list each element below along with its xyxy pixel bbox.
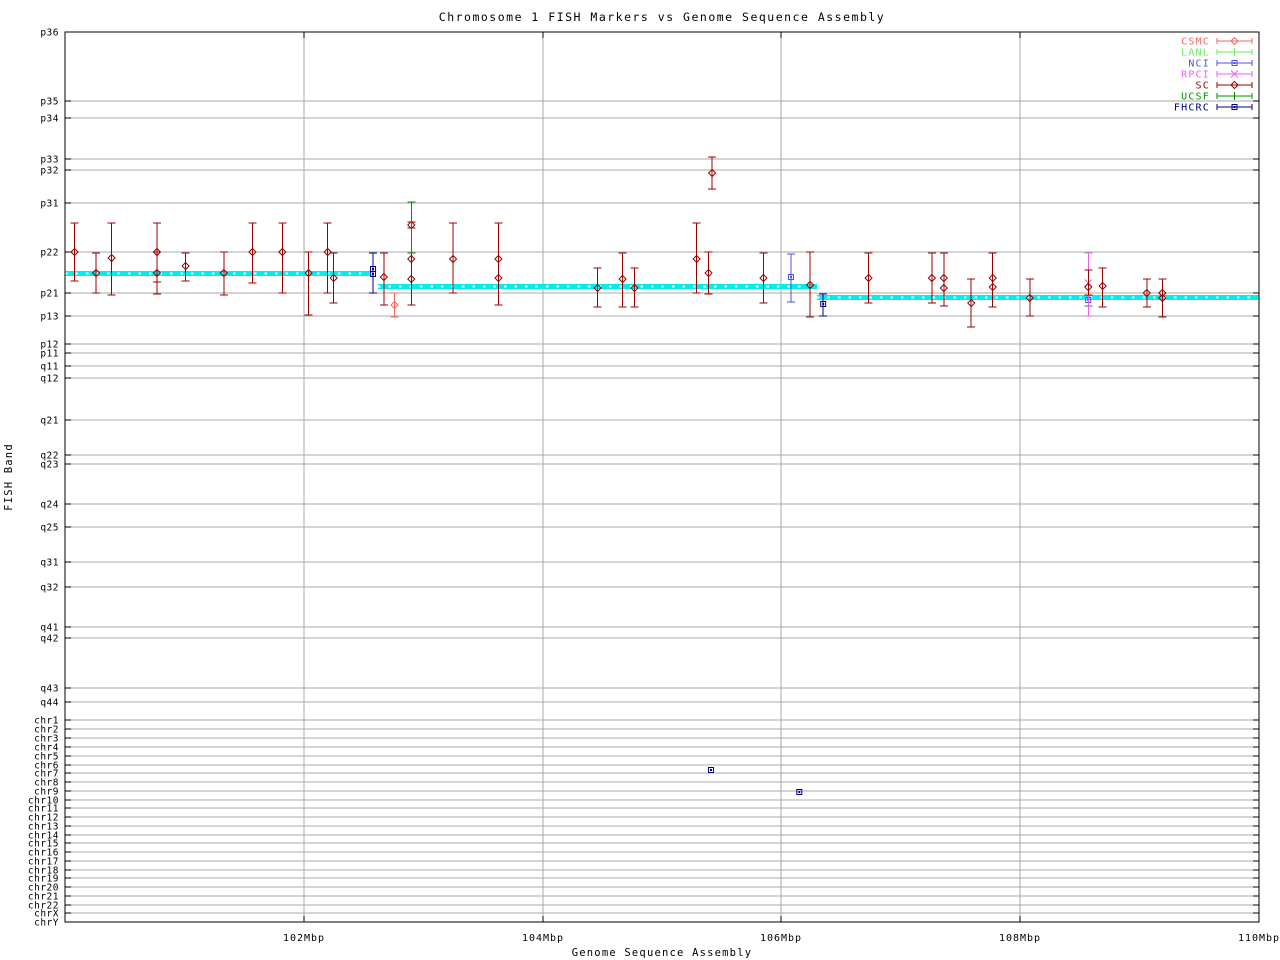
svg-text:UCSF: UCSF [1181, 92, 1210, 103]
svg-text:chr20: chr20 [28, 883, 59, 894]
svg-text:CSMC: CSMC [1181, 37, 1210, 48]
legend-entry-SC: SC [1196, 81, 1253, 92]
legend-entry-FHCRC: FHCRC [1174, 103, 1253, 114]
series-CSMC [390, 292, 399, 318]
axes: 102Mbp 104Mbp 106Mbp 108Mbp 110Mbp p36 p35 p34 p… [28, 28, 1280, 945]
svg-text:108Mbp: 108Mbp [999, 933, 1041, 944]
svg-text:q42: q42 [40, 634, 59, 645]
svg-text:chr10: chr10 [28, 796, 59, 807]
svg-text:chr5: chr5 [34, 752, 59, 763]
svg-text:q41: q41 [40, 623, 59, 634]
svg-text:chr4: chr4 [34, 743, 59, 754]
series-UCSF [407, 201, 416, 254]
svg-text:q44: q44 [40, 698, 59, 709]
svg-text:q43: q43 [40, 684, 59, 695]
svg-text:chr11: chr11 [28, 804, 59, 815]
svg-text:RPCI: RPCI [1181, 70, 1210, 81]
svg-text:chrY: chrY [34, 918, 59, 929]
svg-text:q23: q23 [40, 460, 59, 471]
svg-text:p32: p32 [40, 166, 59, 177]
legend-entry-CSMC: CSMC [1181, 37, 1253, 48]
svg-text:chr18: chr18 [28, 866, 59, 877]
legend-entry-UCSF: UCSF [1181, 92, 1253, 103]
svg-text:p34: p34 [40, 114, 59, 125]
legend-entry-LANL: LANL [1181, 48, 1253, 59]
svg-text:p12: p12 [40, 340, 59, 351]
svg-text:q11: q11 [40, 362, 59, 373]
svg-text:FHCRC: FHCRC [1174, 103, 1210, 114]
svg-text:NCI: NCI [1188, 59, 1210, 70]
svg-text:q22: q22 [40, 451, 59, 462]
svg-text:chr1: chr1 [34, 716, 59, 727]
svg-text:p22: p22 [40, 248, 59, 259]
svg-text:chr2: chr2 [34, 725, 59, 736]
gridlines [65, 32, 1259, 922]
series-FHCRC [369, 252, 828, 795]
svg-text:chr21: chr21 [28, 892, 59, 903]
x-axis-label: Genome Sequence Assembly [571, 947, 753, 959]
svg-text:chr17: chr17 [28, 857, 59, 868]
y-axis-label: FISH Band [3, 443, 15, 511]
svg-text:chrX: chrX [34, 909, 59, 920]
svg-text:p13: p13 [40, 312, 59, 323]
legend-entry-NCI: NCI [1188, 59, 1253, 70]
series-SC [70, 156, 1167, 328]
svg-text:q32: q32 [40, 583, 59, 594]
svg-text:chr16: chr16 [28, 848, 59, 859]
svg-text:chr6: chr6 [34, 761, 59, 772]
svg-text:p33: p33 [40, 155, 59, 166]
svg-text:q21: q21 [40, 416, 59, 427]
svg-text:p35: p35 [40, 97, 59, 108]
svg-text:p21: p21 [40, 289, 59, 300]
svg-text:chr8: chr8 [34, 778, 59, 789]
svg-text:chr7: chr7 [34, 769, 59, 780]
svg-text:LANL: LANL [1181, 48, 1210, 59]
assembly-track [65, 271, 1259, 300]
svg-text:q25: q25 [40, 523, 59, 534]
chart-title: Chromosome 1 FISH Markers vs Genome Sequ… [438, 10, 886, 24]
svg-text:chr9: chr9 [34, 787, 59, 798]
svg-text:q31: q31 [40, 558, 59, 569]
svg-text:SC: SC [1196, 81, 1210, 92]
svg-text:p36: p36 [40, 28, 59, 39]
svg-text:chr19: chr19 [28, 874, 59, 885]
svg-text:chr13: chr13 [28, 822, 59, 833]
svg-text:q12: q12 [40, 374, 59, 385]
legend-entry-RPCI: RPCI [1181, 70, 1253, 81]
svg-text:p11: p11 [40, 349, 59, 360]
svg-text:p31: p31 [40, 199, 59, 210]
svg-text:chr22: chr22 [28, 901, 59, 912]
svg-text:106Mbp: 106Mbp [760, 933, 802, 944]
svg-text:chr12: chr12 [28, 813, 59, 824]
svg-text:102Mbp: 102Mbp [283, 933, 325, 944]
svg-text:chr14: chr14 [28, 831, 59, 842]
svg-text:q24: q24 [40, 500, 59, 511]
svg-text:chr15: chr15 [28, 839, 59, 850]
svg-text:104Mbp: 104Mbp [522, 933, 564, 944]
svg-text:chr3: chr3 [34, 734, 59, 745]
svg-text:110Mbp: 110Mbp [1238, 933, 1280, 944]
